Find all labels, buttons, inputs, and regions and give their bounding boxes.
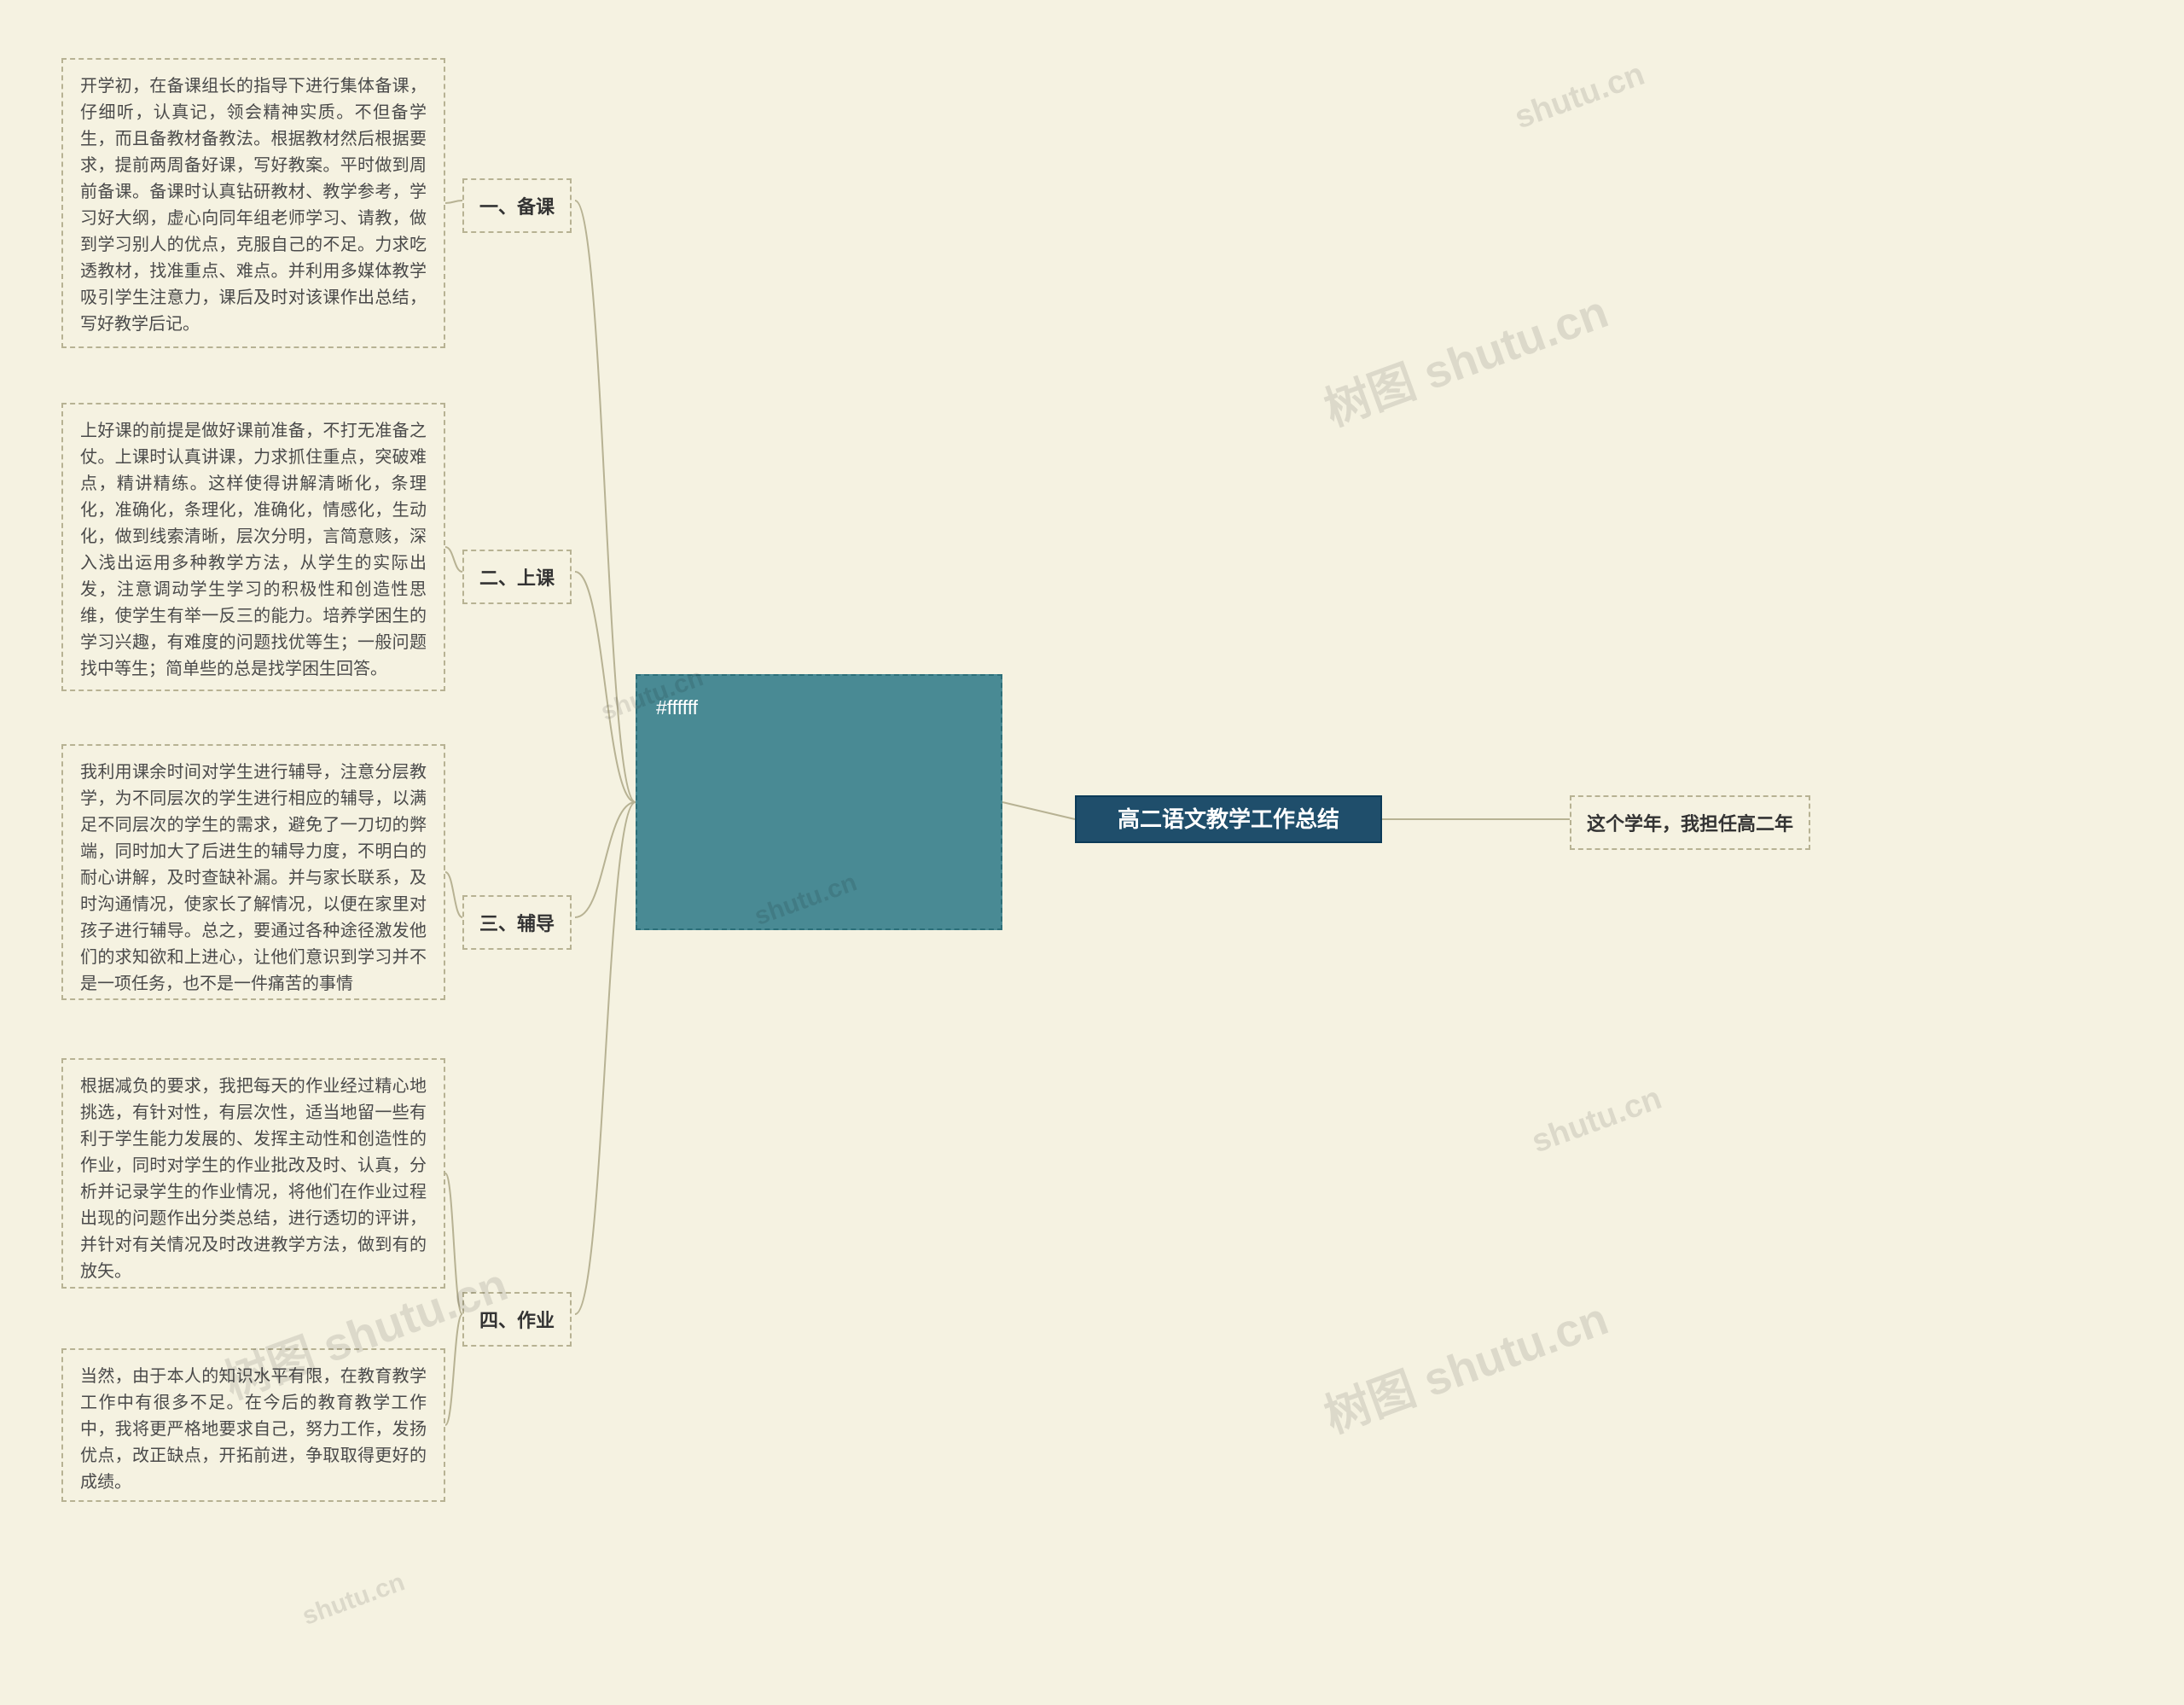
- leaf-block-3: 根据减负的要求，我把每天的作业经过精心地挑选，有针对性，有层次性，适当地留一些有…: [61, 1058, 445, 1289]
- root-node: 高二语文教学工作总结: [1075, 795, 1382, 843]
- leaf-block-1: 上好课的前提是做好课前准备，不打无准备之仗。上课时认真讲课，力求抓住重点，突破难…: [61, 403, 445, 691]
- leaf-block-0: 开学初，在备课组长的指导下进行集体备课，仔细听，认真记，领会精神实质。不但备学生…: [61, 58, 445, 348]
- branch-right: 这个学年，我担任高二年: [1570, 795, 1810, 850]
- branch-left-4: 四、作业: [462, 1292, 572, 1347]
- branch-left-2: 二、上课: [462, 550, 572, 604]
- leaf-block-4: 当然，由于本人的知识水平有限，在教育教学工作中有很多不足。在今后的教育教学工作中…: [61, 1348, 445, 1502]
- leaf-block-2: 我利用课余时间对学生进行辅导，注意分层教学，为不同层次的学生进行相应的辅导，以满…: [61, 744, 445, 1000]
- intro-block: #ffffff: [636, 674, 1002, 930]
- branch-left-3: 三、辅导: [462, 895, 572, 950]
- branch-left-1: 一、备课: [462, 178, 572, 233]
